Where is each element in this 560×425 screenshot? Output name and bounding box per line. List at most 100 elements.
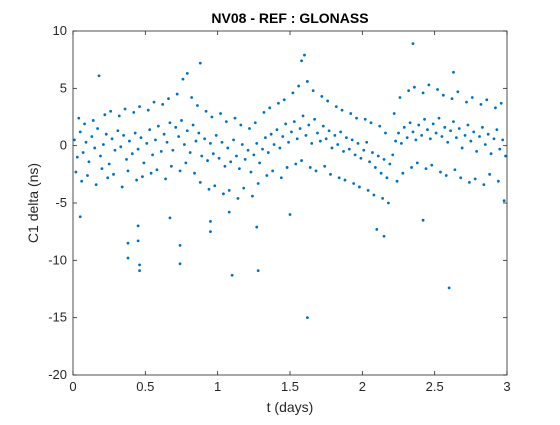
data-point [284,122,288,126]
data-point [415,161,419,165]
data-point [336,143,340,146]
data-point [307,123,311,127]
data-point [382,234,386,238]
data-point [103,113,107,117]
data-point [220,140,224,144]
data-point [122,133,126,137]
data-point [472,130,476,134]
data-point [318,139,322,143]
data-point [334,105,338,109]
data-point [113,148,117,152]
data-point [77,116,81,120]
data-point [235,154,238,158]
data-point [101,143,105,146]
data-point [96,127,99,130]
data-point [169,164,173,168]
data-point [391,153,395,157]
data-point [261,147,264,151]
x-axis-label: t (days) [267,399,314,415]
data-point [178,244,182,247]
plot-area-background [73,31,507,375]
data-point [300,59,303,63]
data-point [363,117,367,121]
data-point [246,148,250,152]
data-point [285,166,289,169]
data-point [107,162,111,166]
data-point [301,114,305,118]
data-point [236,197,240,200]
data-point [139,136,143,140]
data-point [407,89,411,93]
data-point [227,210,231,214]
data-point [126,169,130,173]
data-point [180,119,183,122]
data-point [74,170,78,174]
data-point [371,151,374,154]
data-point [492,137,496,141]
data-point [269,132,273,136]
data-point [504,154,507,158]
data-point [224,120,228,123]
data-point [226,146,230,150]
data-point [413,85,416,89]
data-point [200,154,204,158]
data-point [388,162,392,166]
data-point [288,213,292,216]
data-point [324,137,328,141]
x-tick-label: 1.5 [281,379,299,394]
data-point [110,137,114,141]
data-point [91,119,95,122]
data-point [444,174,448,177]
data-point [78,215,82,219]
x-tick-label: 2.5 [426,379,444,394]
x-tick-label: 0.5 [136,379,154,394]
data-point [253,121,257,125]
data-point [156,124,160,128]
data-point [428,137,432,141]
data-point [408,121,412,125]
data-point [123,107,127,111]
data-point [485,98,489,102]
x-tick-label: 1 [214,379,221,394]
data-point [287,140,290,144]
data-point [339,130,343,134]
data-point [463,133,467,137]
data-point [303,53,306,57]
data-point [353,153,357,157]
data-point [265,174,269,177]
data-point [256,182,260,185]
data-point [384,131,387,135]
data-point [155,168,159,172]
data-point [162,132,166,136]
data-point [209,219,212,223]
data-point [356,141,360,145]
data-point [382,158,386,161]
data-point [271,169,275,173]
data-point [282,98,286,102]
data-point [243,158,247,161]
data-point [196,104,199,107]
data-point [327,129,331,133]
data-point [86,174,89,177]
data-point [203,137,207,141]
data-point [294,162,298,166]
y-axis-ticks: -20 -15 -10 -5 0 5 10 [48,23,507,382]
data-point [434,131,438,135]
data-point [402,125,406,129]
data-point [177,135,181,138]
data-point [93,146,97,150]
data-point [350,138,354,142]
data-point [424,167,428,171]
data-point [460,146,464,150]
data-point [426,128,429,132]
data-point [469,139,473,143]
data-point [168,216,172,220]
data-point [410,166,413,169]
data-point [184,161,188,165]
data-point [475,150,479,153]
data-point [148,128,152,132]
data-point [193,171,196,175]
data-point [214,133,218,137]
data-point [198,61,202,65]
data-point [240,143,244,146]
